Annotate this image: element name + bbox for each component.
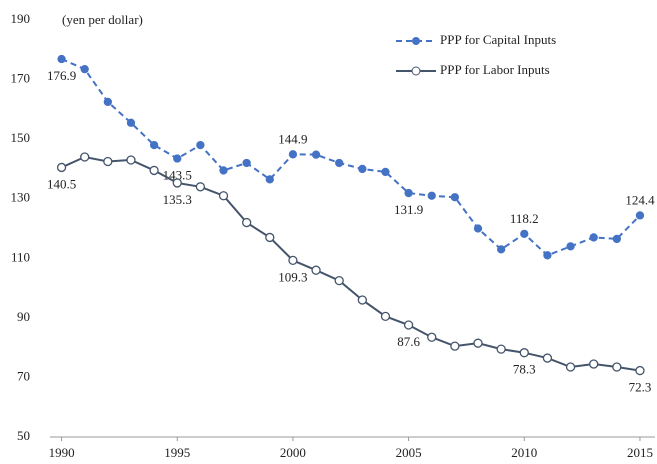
- data-point: [589, 359, 599, 369]
- legend-marker: [411, 66, 421, 76]
- data-label: 176.9: [47, 68, 76, 83]
- data-point: [357, 295, 367, 305]
- data-label: 118.2: [510, 211, 539, 226]
- data-point: [218, 191, 229, 201]
- data-point: [473, 338, 483, 348]
- data-point: [311, 265, 321, 275]
- data-point: [496, 245, 506, 254]
- data-point: [519, 348, 529, 358]
- x-tick-label: 2005: [396, 445, 422, 460]
- data-point: [496, 344, 506, 354]
- data-point: [565, 362, 576, 372]
- data-point: [381, 167, 390, 177]
- data-point: [311, 150, 321, 159]
- data-point: [335, 158, 344, 168]
- data-point: [358, 164, 367, 174]
- y-tick-label: 170: [11, 71, 31, 86]
- data-point: [404, 188, 413, 198]
- data-point: [427, 332, 437, 342]
- y-tick-label: 90: [17, 309, 30, 324]
- data-point: [288, 255, 298, 266]
- data-label: 109.3: [278, 269, 307, 284]
- data-label: 124.4: [625, 192, 655, 207]
- x-tick-label: 2000: [280, 445, 306, 460]
- data-point: [612, 362, 622, 372]
- series-line: [61, 155, 641, 372]
- data-point: [57, 54, 66, 64]
- y-tick-label: 70: [17, 368, 30, 383]
- legend-label: PPP for Labor Inputs: [440, 62, 550, 77]
- data-point: [219, 166, 228, 175]
- data-point: [172, 178, 182, 188]
- data-point: [80, 64, 89, 74]
- data-point: [103, 97, 112, 107]
- y-tick-label: 50: [17, 428, 30, 443]
- y-tick-label: 150: [11, 130, 31, 145]
- data-point: [126, 118, 136, 127]
- data-point: [635, 365, 645, 376]
- data-point: [242, 158, 251, 168]
- data-point: [473, 224, 483, 233]
- data-point: [450, 193, 460, 202]
- data-label: 140.5: [47, 176, 76, 191]
- data-point: [265, 232, 275, 243]
- data-label: 131.9: [394, 202, 423, 217]
- series-line: [61, 58, 641, 257]
- data-point: [450, 341, 460, 351]
- data-label: 144.9: [278, 131, 307, 146]
- data-point: [195, 182, 206, 192]
- data-label: 78.3: [513, 362, 536, 377]
- data-point: [520, 229, 529, 239]
- data-point: [589, 233, 598, 242]
- data-point: [196, 140, 205, 150]
- data-point: [126, 155, 136, 165]
- x-tick-label: 1995: [164, 445, 190, 460]
- y-tick-label: 190: [11, 11, 31, 26]
- data-point: [56, 162, 67, 173]
- data-point: [612, 234, 621, 244]
- data-label: 87.6: [397, 334, 420, 349]
- y-axis-label: (yen per dollar): [62, 12, 143, 27]
- data-point: [427, 191, 436, 200]
- data-point: [635, 211, 645, 220]
- x-tick-label: 2015: [627, 445, 653, 460]
- data-label: 72.3: [629, 380, 652, 395]
- legend-label: PPP for Capital Inputs: [440, 32, 556, 47]
- data-point: [80, 152, 90, 162]
- data-point: [542, 353, 553, 363]
- data-point: [403, 320, 414, 330]
- data-point: [242, 217, 252, 228]
- data-point: [103, 156, 113, 167]
- data-point: [149, 165, 159, 176]
- x-tick-label: 1990: [49, 445, 75, 460]
- y-tick-label: 130: [11, 190, 31, 205]
- data-point: [334, 275, 344, 286]
- data-point: [149, 140, 159, 150]
- data-point: [566, 242, 575, 251]
- y-tick-label: 110: [11, 249, 30, 264]
- data-point: [543, 251, 552, 260]
- data-point: [265, 175, 274, 184]
- legend-marker: [412, 37, 420, 45]
- data-label: 135.3: [163, 192, 192, 207]
- data-point: [288, 150, 298, 159]
- x-tick-label: 2010: [511, 445, 537, 460]
- data-point: [173, 154, 182, 163]
- data-point: [380, 311, 391, 322]
